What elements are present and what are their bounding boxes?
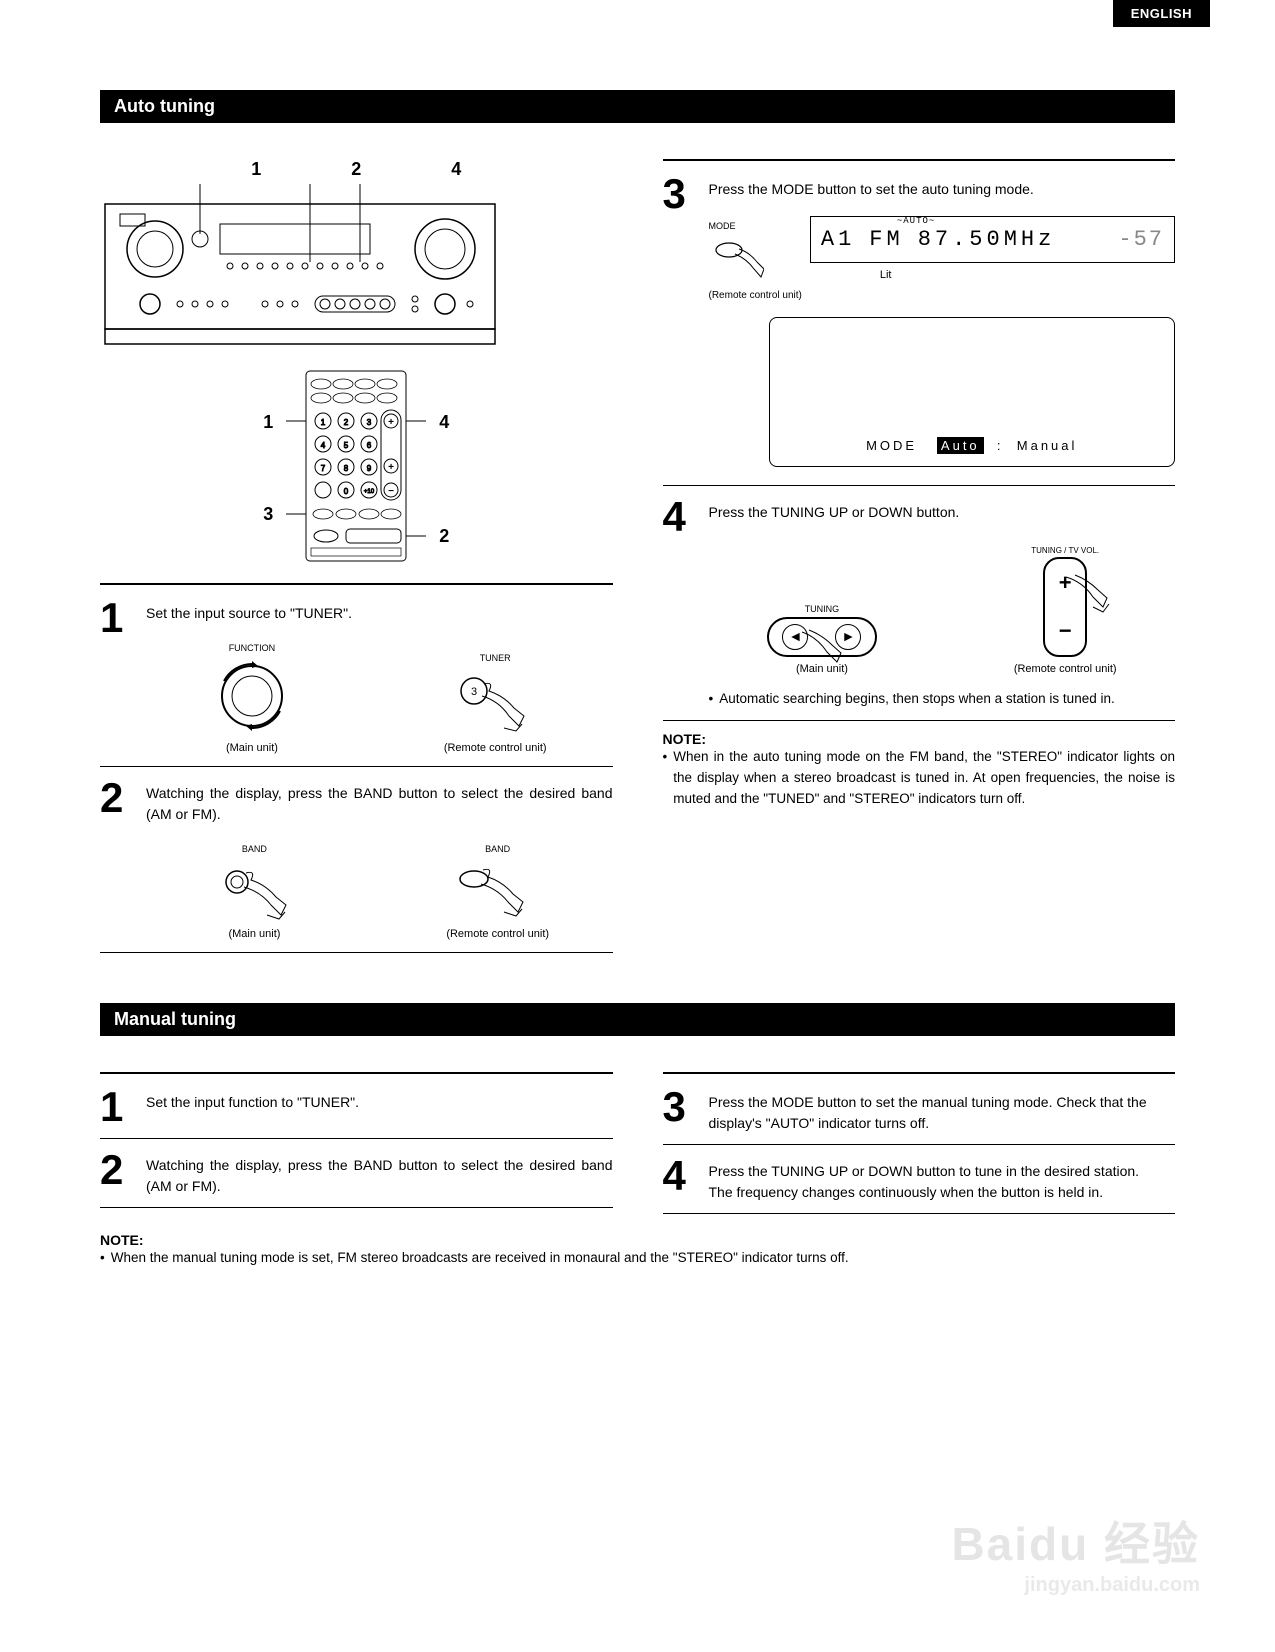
step-text: Press the TUNING UP or DOWN button. — [709, 502, 1176, 523]
svg-text:7: 7 — [321, 464, 326, 473]
step-number: 2 — [100, 777, 128, 942]
remote-callout-4: 4 — [439, 412, 449, 433]
manual-left-column: 1 Set the input function to "TUNER". 2 W… — [100, 1060, 613, 1224]
svg-text:3: 3 — [367, 418, 372, 427]
auto-right-column: 3 Press the MODE button to set the auto … — [663, 147, 1176, 963]
svg-text:0: 0 — [344, 487, 349, 496]
mode-button-diagram: MODE (Remote control unit) — [709, 216, 802, 303]
function-knob-diagram: FUNCTION (Main unit) — [212, 638, 292, 756]
receiver-callout-1: 1 — [251, 159, 261, 180]
receiver-diagram: 1 2 4 — [100, 159, 613, 354]
mode-display-box: MODE Auto : Manual — [769, 317, 1176, 467]
step-number: 1 — [100, 597, 128, 756]
receiver-illustration — [100, 184, 500, 354]
manual-step-3: 3 Press the MODE button to set the manua… — [663, 1086, 1176, 1134]
step4-bullet: Automatic searching begins, then stops w… — [719, 689, 1115, 710]
section-header-auto: Auto tuning — [100, 90, 1175, 123]
manual-step-4: 4 Press the TUNING UP or DOWN button to … — [663, 1155, 1176, 1203]
step-text: Set the input source to "TUNER". — [146, 603, 613, 624]
auto-step-3: 3 Press the MODE button to set the auto … — [663, 173, 1176, 475]
step-text: Watching the display, press the BAND but… — [146, 783, 613, 825]
svg-text:+: + — [388, 417, 394, 428]
svg-text:2: 2 — [344, 418, 349, 427]
language-tab: ENGLISH — [1113, 0, 1210, 27]
svg-text:+10: +10 — [364, 489, 375, 495]
auto-step-2: 2 Watching the display, press the BAND b… — [100, 777, 613, 942]
auto-step-4: 4 Press the TUNING UP or DOWN button. TU… — [663, 496, 1176, 710]
svg-text:−: − — [388, 486, 394, 497]
band-button-main: BAND (Main unit) — [209, 839, 299, 942]
remote-callout-3: 3 — [263, 504, 273, 525]
svg-text:8: 8 — [344, 464, 349, 473]
auto-left-column: 1 2 4 — [100, 147, 613, 963]
step-text: Press the MODE button to set the auto tu… — [709, 179, 1176, 200]
manual-step-1: 1 Set the input function to "TUNER". — [100, 1086, 613, 1128]
receiver-callout-2: 2 — [351, 159, 361, 180]
tvvol-rocker-remote: TUNING / TV VOL. + − — [1014, 541, 1117, 678]
auto-note: NOTE: When in the auto tuning mode on th… — [663, 731, 1176, 810]
svg-text:6: 6 — [367, 441, 372, 450]
section-header-manual: Manual tuning — [100, 1003, 1175, 1036]
tuner-button-diagram: TUNER 3 (Remote control unit) — [444, 648, 547, 756]
watermark: Baidu 经验 jingyan.baidu.com — [951, 1508, 1200, 1597]
svg-text:1: 1 — [321, 418, 326, 427]
manual-right-column: 3 Press the MODE button to set the manua… — [663, 1060, 1176, 1224]
step-number: 4 — [663, 496, 691, 710]
tuner-btn-num: 3 — [471, 686, 477, 698]
svg-text:5: 5 — [344, 441, 349, 450]
band-button-remote: BAND (Remote control unit) — [446, 839, 549, 942]
svg-text:9: 9 — [367, 464, 372, 473]
auto-step-1: 1 Set the input source to "TUNER". FUNCT… — [100, 597, 613, 756]
display-strip: ~AUTO~ A1 FM 87.50MHz -57 — [810, 216, 1175, 263]
manual-step-2: 2 Watching the display, press the BAND b… — [100, 1149, 613, 1197]
remote-diagram: 1 2 3 4 5 6 7 8 9 0 +10 + — [100, 366, 613, 571]
remote-illustration: 1 2 3 4 5 6 7 8 9 0 +10 + — [281, 366, 431, 566]
remote-callout-2: 2 — [439, 526, 449, 547]
step-number: 3 — [663, 173, 691, 475]
svg-text:+: + — [388, 462, 394, 473]
receiver-callout-4: 4 — [451, 159, 461, 180]
tuning-rocker-main: TUNING ◄ ► (Main unit) — [767, 599, 877, 677]
remote-callout-1: 1 — [263, 412, 273, 433]
svg-text:4: 4 — [321, 441, 326, 450]
manual-note: NOTE: When the manual tuning mode is set… — [100, 1232, 1175, 1269]
